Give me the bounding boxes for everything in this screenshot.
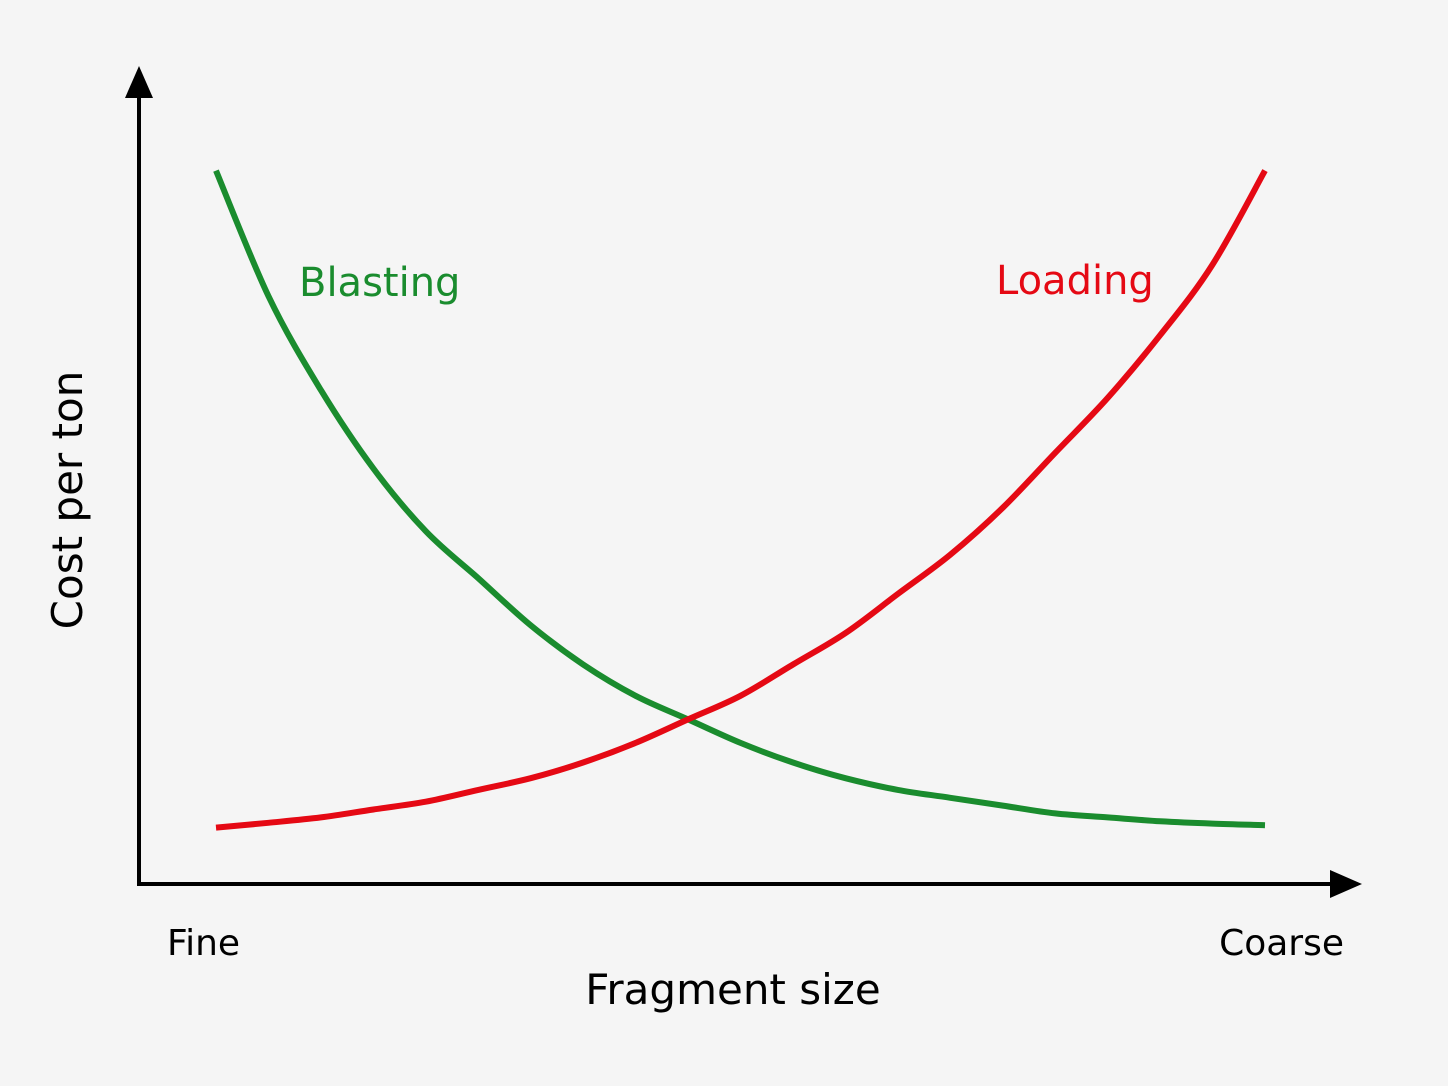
- x-tick-label-coarse: Coarse: [1219, 923, 1344, 964]
- y-axis-arrow-icon: [125, 66, 153, 98]
- series-label-loading: Loading: [996, 258, 1154, 304]
- series-label-blasting: Blasting: [299, 260, 460, 306]
- x-tick-label-fine: Fine: [167, 923, 240, 964]
- x-axis-label: Fragment size: [585, 965, 880, 1014]
- x-axis-arrow-icon: [1330, 870, 1362, 898]
- series-line-blasting: [213, 169, 1266, 829]
- series-group: [213, 169, 1268, 831]
- y-axis-label: Cost per ton: [43, 371, 92, 630]
- series-line-loading: [215, 169, 1268, 831]
